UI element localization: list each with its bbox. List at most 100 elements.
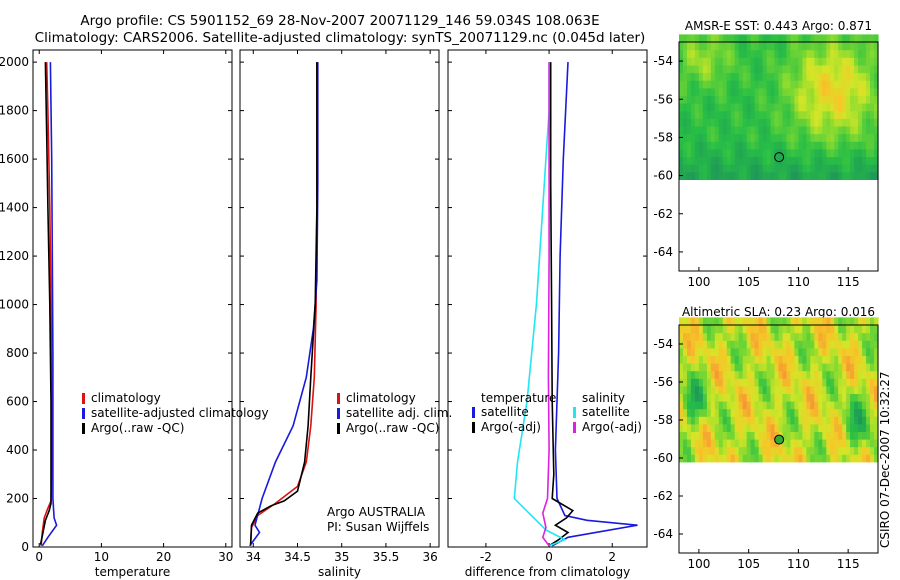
sst_map-cell [810,156,815,165]
sla_map-cell [778,378,784,387]
sst_map-cell [798,72,803,81]
sst_map-cell [806,87,811,96]
sst_map-cell [746,156,752,165]
sst_map-cell [722,126,728,135]
sla_map-cell [786,340,792,349]
sst_map-cell [786,42,792,51]
sla_map-cell [742,317,748,326]
sst_map-cell [742,42,748,51]
sst_map-cell [842,141,847,150]
sst_map-cell [750,80,756,89]
sst_map-cell [854,118,859,127]
sla_map-cell [810,355,815,364]
sst_map-cell [694,133,700,142]
sst_map-ytick-label: -62 [653,207,673,221]
sst_map-cell [762,141,768,150]
sla_map-cell [854,370,859,379]
sst_map-cell [710,95,716,104]
sla_map-cell [874,423,879,432]
sla_map-cell [826,454,831,463]
sst_map-cell [858,148,863,158]
sst_map-cell [762,42,768,51]
sla_map-cell [814,332,819,341]
temperature-xlabel: temperature [95,565,170,579]
sla_map-cell [690,355,696,364]
sla_map-cell [874,393,879,402]
sst_map-cell [782,126,788,135]
sst_map-cell [846,141,851,150]
sla_map-cell [782,347,788,356]
sst_map-cell [706,133,712,142]
sst_map-cell [874,133,879,142]
sla_map-cell [818,340,823,349]
sla_map-cell [802,423,807,432]
sla_map-cell [854,408,859,417]
sla_map-cell [762,378,768,387]
sla_map-cell [854,401,859,410]
sst_map-cell [874,110,879,119]
depth-tick-label: 400 [6,443,29,457]
sla_map-cell [762,325,768,334]
sla_map-cell [738,423,744,432]
sla_map-cell [782,355,788,364]
sst_map-cell [874,87,879,96]
sla_map-cell [874,355,879,364]
sla_map-cell [762,363,768,372]
sst_map-cell [687,110,692,119]
sst_map-cell [758,141,764,150]
sst_map-cell [726,72,732,81]
sla_map-cell [687,401,692,410]
sla_map-cell [702,317,708,326]
sst_map-cell [806,95,811,104]
temperature-legend-2: Argo(..raw -QC) [91,421,184,435]
sst_map-cell [726,80,732,89]
sla_map-cell [746,378,752,387]
sst_map-cell [683,103,688,112]
sla_map-cell [687,431,692,440]
sla_map-cell [694,325,700,334]
sst_map-cell [822,103,827,112]
sla_map-cell [850,408,855,417]
sla_map-cell [858,363,863,372]
sst_map-cell [858,57,863,66]
sla_map-cell [842,340,847,349]
sla_map-cell [838,347,843,356]
sst_map-cell [770,42,776,51]
sla_map-cell [762,317,768,326]
sla_map-cell [738,332,744,341]
sst_map-cell [810,148,815,158]
sst_map-cell [754,148,760,158]
difference-series-magenta-line [541,62,550,547]
sst_map-cell [834,126,839,135]
sst_map-cell [702,133,708,142]
sst_map-cell [870,171,875,180]
sla_map-cell [714,454,720,463]
difference-series-black-line [548,62,575,547]
sst_map-cell [778,64,784,74]
sst_map-cell [770,80,776,89]
sst_map-cell [830,34,835,43]
sla_map-cell [758,454,764,463]
sla_map-cell [850,325,855,334]
sla_map-cell [870,363,875,372]
sla_map-cell [846,340,851,349]
sst_map-cell [726,171,732,180]
sst_map-cell [838,80,843,89]
sla_map-cell [798,370,803,379]
sst_map-cell [866,49,871,58]
sla_map-cell [838,332,843,341]
sst_map-cell [746,87,752,96]
sla_map-cell [766,347,772,356]
sst_map-cell [687,148,692,158]
sst_map-cell [730,110,736,119]
sst_map-cell [710,64,716,74]
sst_map-cell [734,42,740,51]
sst_map-cell [766,141,772,150]
sst_map-cell [782,64,788,74]
sst_map-cell [726,103,732,112]
sst_map-cell [694,64,700,74]
sla_map-cell [770,454,776,463]
sla_map-cell [742,325,748,334]
sst_map-cell [874,126,879,135]
sst_map-cell [822,80,827,89]
